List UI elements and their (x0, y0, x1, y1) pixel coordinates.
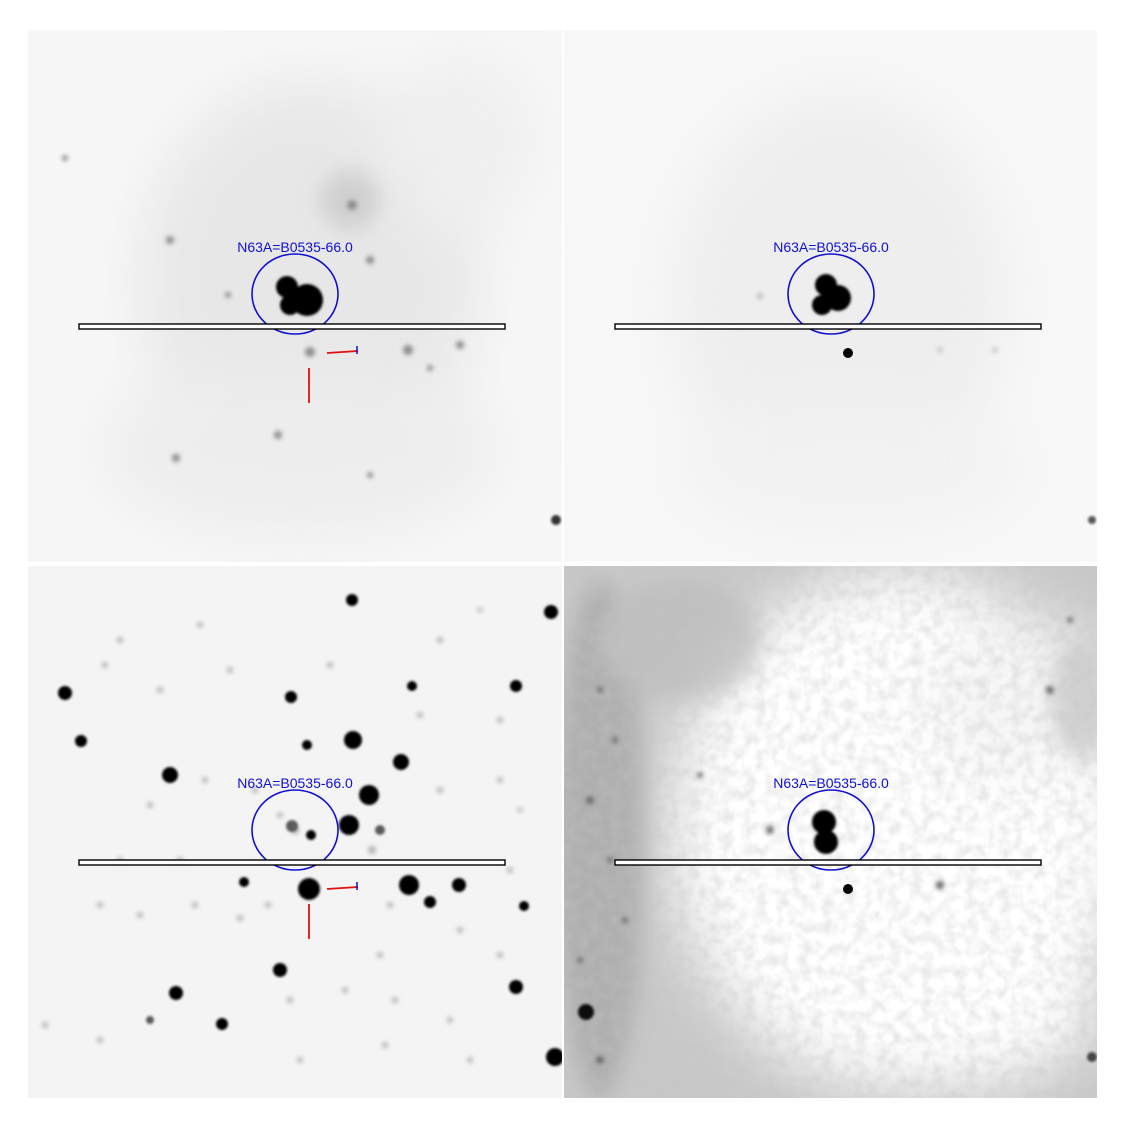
object-label: N63A=B0535-66.0 (237, 239, 353, 255)
region-ellipse (787, 253, 875, 335)
point-source (843, 348, 853, 358)
snr-source (812, 810, 838, 854)
point-source (843, 884, 853, 894)
pointer-marker (308, 882, 359, 939)
slit-bar (78, 859, 506, 866)
slit-bar (614, 859, 1042, 866)
region-ellipse (787, 789, 875, 871)
region-ellipse (251, 789, 339, 871)
object-label: N63A=B0535-66.0 (237, 775, 353, 791)
slit-bar (78, 323, 506, 330)
region-ellipse (251, 253, 339, 335)
pointer-marker (308, 346, 359, 403)
panel-top-right: N63A=B0535-66.0 (564, 30, 1097, 562)
panel-top-left: N63A=B0535-66.0 (28, 30, 562, 562)
panel-bottom-right: N63A=B0535-66.0 (564, 566, 1097, 1098)
object-label: N63A=B0535-66.0 (773, 775, 889, 791)
snr-source (812, 274, 851, 315)
slit-bar (614, 323, 1042, 330)
panel-bottom-left: N63A=B0535-66.0 (28, 566, 562, 1098)
snr-source (276, 276, 323, 316)
object-label: N63A=B0535-66.0 (773, 239, 889, 255)
